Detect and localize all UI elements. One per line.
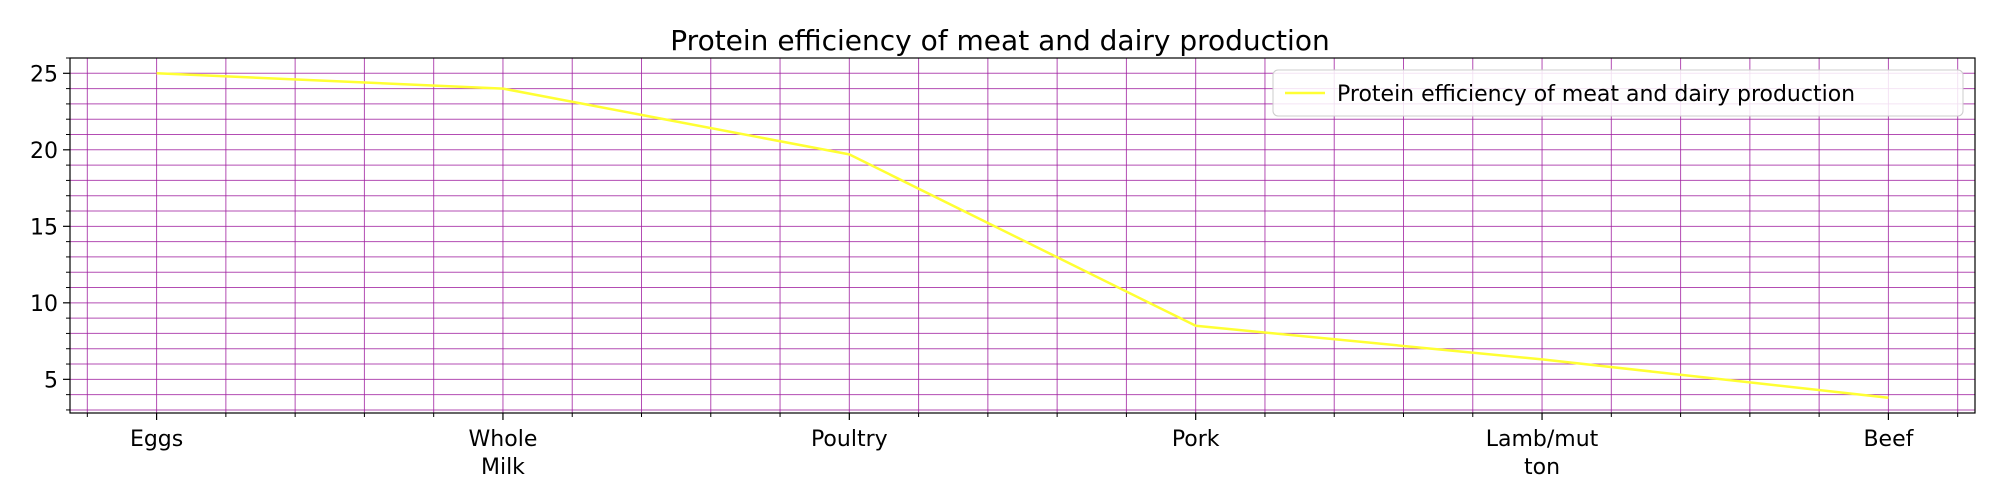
series-line [156, 72, 1889, 399]
y-tick-label: 10 [30, 292, 58, 317]
y-tick-label: 15 [30, 215, 58, 240]
axes: 5 10 15 20 25 Eggs Whole Milk Poultry Pork Lamb/mu… [30, 57, 1976, 480]
x-tick-label: Whole Milk [469, 427, 538, 480]
plot-frame [69, 57, 1976, 414]
series-lines [156, 72, 1889, 399]
x-tick-label: Pork [1172, 427, 1220, 452]
y-tick-label: 20 [30, 139, 58, 164]
legend-box [1272, 69, 1964, 117]
chart-title: Protein efficiency of meat and dairy pro… [670, 24, 1329, 57]
y-tick-label: 25 [30, 62, 58, 87]
y-tick-label: 5 [44, 368, 58, 393]
x-tick-label: Beef [1863, 427, 1914, 452]
legend-label: Protein efficiency of meat and dairy pro… [1337, 82, 1855, 107]
x-tick-label: Poultry [811, 427, 888, 452]
legend: Protein efficiency of meat and dairy pro… [1272, 69, 1964, 117]
x-tick-label: Lamb/mut ton [1486, 427, 1599, 480]
x-tick-label: Eggs [130, 427, 183, 452]
